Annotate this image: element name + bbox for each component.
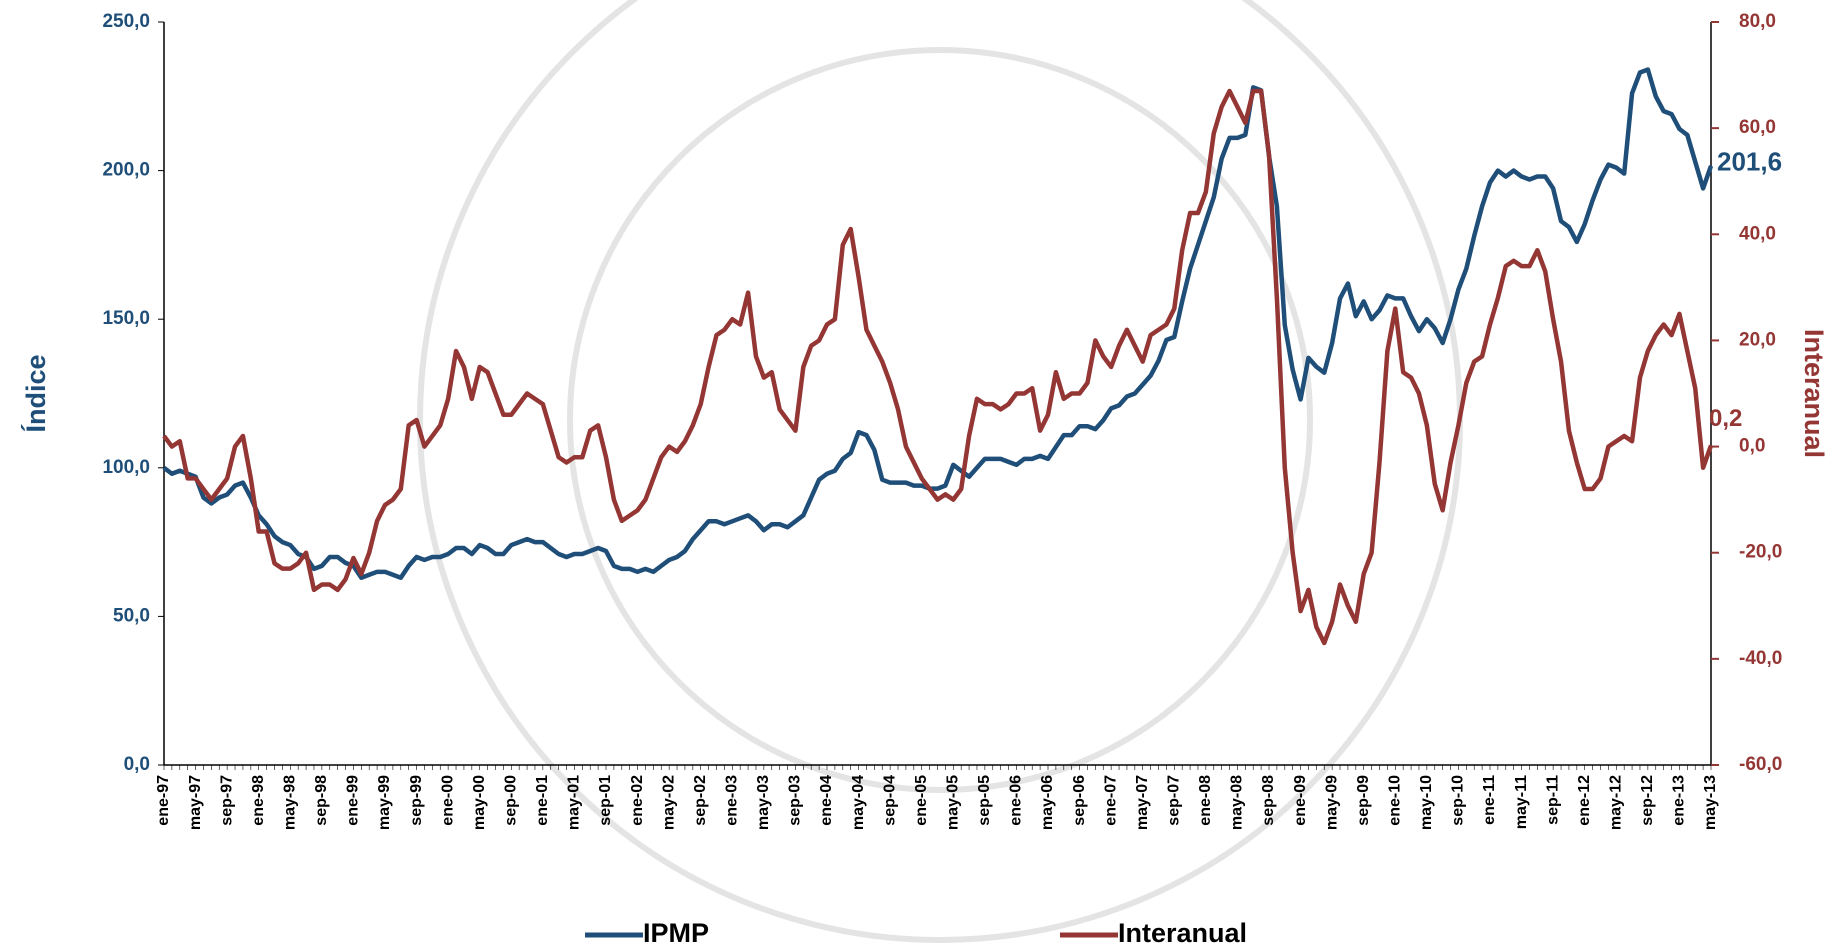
x-tick-label: ene-11 [1481, 775, 1498, 825]
x-tick-label: ene-04 [818, 775, 835, 826]
watermark-ring [567, 47, 1313, 793]
y2-tick-label: 40,0 [1739, 223, 1776, 244]
y2-tick-label: 0,0 [1739, 436, 1765, 457]
x-tick-label: ene-97 [155, 775, 172, 826]
y-tick-label: 0,0 [124, 754, 150, 775]
x-tick-label: may-11 [1513, 775, 1530, 829]
x-tick-label: may-09 [1323, 775, 1340, 830]
x-tick-label: sep-11 [1544, 775, 1561, 825]
x-tick-label: sep-97 [218, 775, 235, 826]
y2-tick-label: 20,0 [1739, 329, 1776, 350]
x-tick-label: ene-01 [534, 775, 551, 826]
y-tick-label: 200,0 [102, 160, 150, 181]
x-tick-label: sep-04 [881, 775, 898, 826]
x-tick-label: ene-00 [439, 775, 456, 826]
y-tick-label: 50,0 [113, 605, 150, 626]
x-tick-label: may-99 [376, 775, 393, 830]
x-tick-label: ene-99 [345, 775, 362, 826]
x-tick-label: may-04 [850, 775, 867, 830]
value-label: 0,2 [1709, 405, 1742, 432]
x-tick-label: may-01 [566, 775, 583, 830]
x-tick-label: ene-02 [629, 775, 646, 826]
x-tick-label: sep-12 [1639, 775, 1656, 826]
x-tick-label: sep-10 [1450, 775, 1467, 826]
x-tick-label: may-05 [945, 775, 962, 830]
x-tick-label: sep-02 [692, 775, 709, 826]
x-tick-label: sep-08 [1260, 775, 1277, 826]
x-tick-label: ene-09 [1292, 775, 1309, 826]
y-tick-label: 100,0 [102, 457, 150, 478]
series-line [162, 88, 1714, 646]
y2-tick-label: 60,0 [1739, 117, 1776, 138]
x-tick-label: ene-07 [1102, 775, 1119, 826]
x-tick-label: sep-05 [976, 775, 993, 826]
x-tick-label: may-06 [1039, 775, 1056, 830]
x-tick-label: ene-03 [724, 775, 741, 826]
x-tick-label: ene-13 [1671, 775, 1688, 826]
legend-label: Interanual [1118, 918, 1247, 948]
x-tick-label: sep-03 [787, 775, 804, 826]
x-tick-label: may-03 [755, 775, 772, 830]
y-tick-label: 150,0 [102, 308, 150, 329]
y2-axis-title: Interanual [1799, 329, 1829, 458]
y2-tick-label: -40,0 [1739, 648, 1782, 669]
x-tick-label: may-98 [282, 775, 299, 830]
y-tick-label: 250,0 [102, 11, 150, 32]
x-tick-label: sep-06 [1071, 775, 1088, 826]
x-tick-label: may-08 [1229, 775, 1246, 830]
y2-tick-label: 80,0 [1739, 11, 1776, 32]
y-axis-title: Índice [20, 354, 51, 432]
x-tick-label: sep-99 [408, 775, 425, 826]
series-line [162, 67, 1714, 581]
value-label: 201,6 [1717, 147, 1782, 177]
x-tick-label: ene-98 [250, 775, 267, 826]
x-tick-label: ene-05 [913, 775, 930, 826]
y2-tick-label: -60,0 [1739, 754, 1782, 775]
x-tick-label: ene-06 [1008, 775, 1025, 826]
x-tick-label: may-97 [187, 775, 204, 830]
y2-tick-label: -20,0 [1739, 542, 1782, 563]
x-tick-label: may-10 [1418, 775, 1435, 830]
x-tick-label: sep-01 [597, 775, 614, 826]
x-tick-label: may-02 [660, 775, 677, 830]
x-tick-label: sep-07 [1166, 775, 1183, 826]
legend-label: IPMP [643, 918, 709, 948]
x-tick-label: may-13 [1702, 775, 1719, 830]
x-tick-label: sep-98 [313, 775, 330, 826]
x-tick-label: may-07 [1134, 775, 1151, 830]
x-tick-label: ene-12 [1576, 775, 1593, 826]
x-tick-label: ene-08 [1197, 775, 1214, 826]
x-tick-label: ene-10 [1387, 775, 1404, 826]
x-tick-label: sep-00 [503, 775, 520, 826]
x-tick-label: sep-09 [1355, 775, 1372, 826]
x-tick-label: may-00 [471, 775, 488, 830]
x-tick-label: may-12 [1608, 775, 1625, 830]
